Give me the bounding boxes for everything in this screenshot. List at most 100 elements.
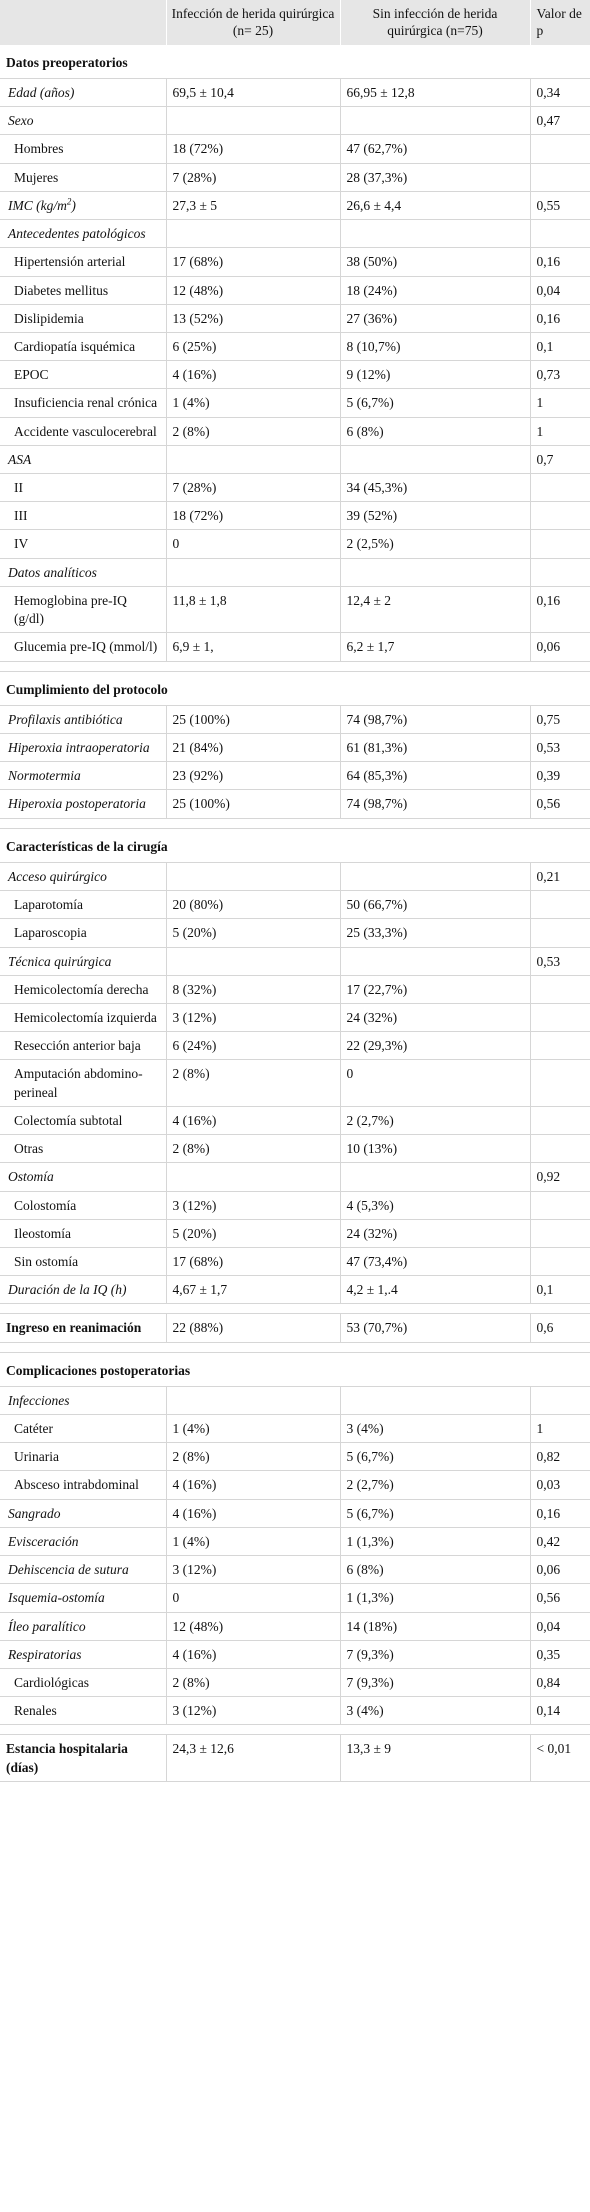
value-p: 0,16 xyxy=(529,1499,590,1528)
row-label: Mujeres xyxy=(0,163,166,192)
value-p: 0,73 xyxy=(529,360,590,390)
row-label: Cardiológicas xyxy=(0,1668,166,1698)
row-label-text: Diabetes mellitus xyxy=(14,282,109,298)
table-row: Antecedentes patológicos xyxy=(0,219,590,249)
value-infection: 6 (25%) xyxy=(165,332,340,362)
value-p: 0,16 xyxy=(529,247,590,277)
table-row: Dislipidemia 13 (52%) 27 (36%) 0,16 xyxy=(0,304,590,333)
row-label: Duración de la IQ (h) xyxy=(0,1275,166,1305)
table-row: Hiperoxia intraoperatoria 21 (84%) 61 (81,… xyxy=(0,733,590,763)
row-label-text: Datos analíticos xyxy=(8,564,97,580)
table-row: Estancia hospitalaria (días) 24,3 ± 12,6 1… xyxy=(0,1734,590,1782)
row-label: Isquemia-ostomía xyxy=(0,1583,166,1613)
table-row: Cardiopatía isquémica 6 (25%) 8 (10,7%) 0,1 xyxy=(0,332,590,362)
value-p xyxy=(529,1219,590,1248)
row-label: Íleo paralítico xyxy=(0,1612,166,1641)
spacer-cell xyxy=(0,1724,590,1736)
value-infection: 24,3 ± 12,6 xyxy=(165,1734,340,1782)
row-label: Laparoscopia xyxy=(0,918,166,948)
value-no-infection: 64 (85,3%) xyxy=(339,761,530,791)
row-label: Absceso intrabdominal xyxy=(0,1470,166,1500)
table-row: Resección anterior baja 6 (24%) 22 (29,3%) xyxy=(0,1031,590,1061)
value-p xyxy=(529,890,590,920)
value-infection: 1 (4%) xyxy=(165,388,340,418)
value-no-infection: 24 (32%) xyxy=(339,1003,530,1033)
row-label-text: Ingreso en reanimación xyxy=(6,1320,142,1336)
section-spacer xyxy=(0,661,590,672)
value-p xyxy=(529,1191,590,1220)
value-infection: 0 xyxy=(165,1583,340,1613)
row-label: Respiratorias xyxy=(0,1640,166,1670)
value-infection: 4 (16%) xyxy=(165,1106,340,1136)
row-label: Accidente vasculocerebral xyxy=(0,417,166,446)
value-infection: 12 (48%) xyxy=(165,276,340,305)
table-row: Hiperoxia postoperatoria 25 (100%) 74 (98,… xyxy=(0,789,590,819)
value-no-infection: 14 (18%) xyxy=(339,1612,530,1641)
value-no-infection: 66,95 ± 12,8 xyxy=(339,78,530,108)
value-infection: 2 (8%) xyxy=(165,1134,340,1164)
row-label: Ileostomía xyxy=(0,1219,166,1248)
table-row: Infecciones xyxy=(0,1386,590,1416)
value-p xyxy=(529,1003,590,1033)
value-infection: 4 (16%) xyxy=(165,360,340,390)
value-infection: 2 (8%) xyxy=(165,1668,340,1698)
value-no-infection: 28 (37,3%) xyxy=(339,163,530,192)
value-no-infection: 3 (4%) xyxy=(339,1414,530,1444)
row-label-text: Accidente vasculocerebral xyxy=(14,423,157,439)
row-label-text: Dislipidemia xyxy=(14,310,84,326)
row-label-text: Absceso intrabdominal xyxy=(14,1477,139,1493)
row-label: Evisceración xyxy=(0,1527,166,1557)
value-no-infection: 8 (10,7%) xyxy=(339,332,530,362)
value-p: 0,47 xyxy=(529,106,590,136)
value-p: 0,92 xyxy=(529,1162,590,1192)
results-table: Infección de herida quirúrgica (n= 25) S… xyxy=(0,0,590,1782)
row-label: Catéter xyxy=(0,1414,166,1444)
table-row: Acceso quirúrgico 0,21 xyxy=(0,862,590,892)
table-row: Colectomía subtotal 4 (16%) 2 (2,7%) xyxy=(0,1106,590,1136)
value-no-infection: 27 (36%) xyxy=(339,304,530,333)
row-label: Hiperoxia postoperatoria xyxy=(0,789,166,819)
value-infection xyxy=(165,1162,340,1192)
value-no-infection: 26,6 ± 4,4 xyxy=(339,191,530,221)
row-label: Colostomía xyxy=(0,1191,166,1220)
table-row: ASA 0,7 xyxy=(0,445,590,475)
value-infection: 17 (68%) xyxy=(165,1247,340,1277)
row-label-text: Hiperoxia intraoperatoria xyxy=(8,740,150,755)
value-no-infection: 12,4 ± 2 xyxy=(339,586,530,634)
spacer-cell xyxy=(0,661,590,672)
value-no-infection: 6 (8%) xyxy=(339,417,530,446)
value-infection: 17 (68%) xyxy=(165,247,340,277)
row-label: Hipertensión arterial xyxy=(0,247,166,277)
value-p: 0,06 xyxy=(529,632,590,662)
value-no-infection: 2 (2,5%) xyxy=(339,529,530,559)
value-p xyxy=(529,1106,590,1136)
row-label: Renales xyxy=(0,1696,166,1726)
spacer-cell xyxy=(0,818,590,829)
value-no-infection xyxy=(339,1386,530,1416)
value-p: 0,21 xyxy=(529,862,590,892)
value-no-infection: 18 (24%) xyxy=(339,276,530,305)
row-label-text: Infecciones xyxy=(8,1392,70,1408)
table-row: Mujeres 7 (28%) 28 (37,3%) xyxy=(0,163,590,192)
value-no-infection: 1 (1,3%) xyxy=(339,1583,530,1613)
section-header-row: Cumplimiento del protocolo xyxy=(0,671,590,706)
table-row: Sexo 0,47 xyxy=(0,106,590,136)
row-label: Antecedentes patológicos xyxy=(0,219,166,249)
table-row: Edad (años) 69,5 ± 10,4 66,95 ± 12,8 0,34 xyxy=(0,78,590,108)
row-label-text: Sin ostomía xyxy=(14,1253,79,1269)
row-label: Otras xyxy=(0,1134,166,1164)
spacer-cell xyxy=(0,1342,590,1353)
value-no-infection: 2 (2,7%) xyxy=(339,1106,530,1136)
value-p: 0,7 xyxy=(529,445,590,475)
header-no-infection-group: Sin infección de herida quirúrgica (n=75… xyxy=(339,0,530,45)
value-p: < 0,01 xyxy=(529,1734,590,1782)
row-label-text: Duración de la IQ (h) xyxy=(8,1282,127,1298)
value-p xyxy=(529,501,590,531)
value-infection: 4 (16%) xyxy=(165,1499,340,1528)
row-label: Acceso quirúrgico xyxy=(0,862,166,892)
row-label: Hombres xyxy=(0,134,166,164)
value-infection: 22 (88%) xyxy=(165,1313,340,1343)
value-p: 0,34 xyxy=(529,78,590,108)
value-no-infection: 74 (98,7%) xyxy=(339,789,530,819)
value-no-infection: 1 (1,3%) xyxy=(339,1527,530,1557)
